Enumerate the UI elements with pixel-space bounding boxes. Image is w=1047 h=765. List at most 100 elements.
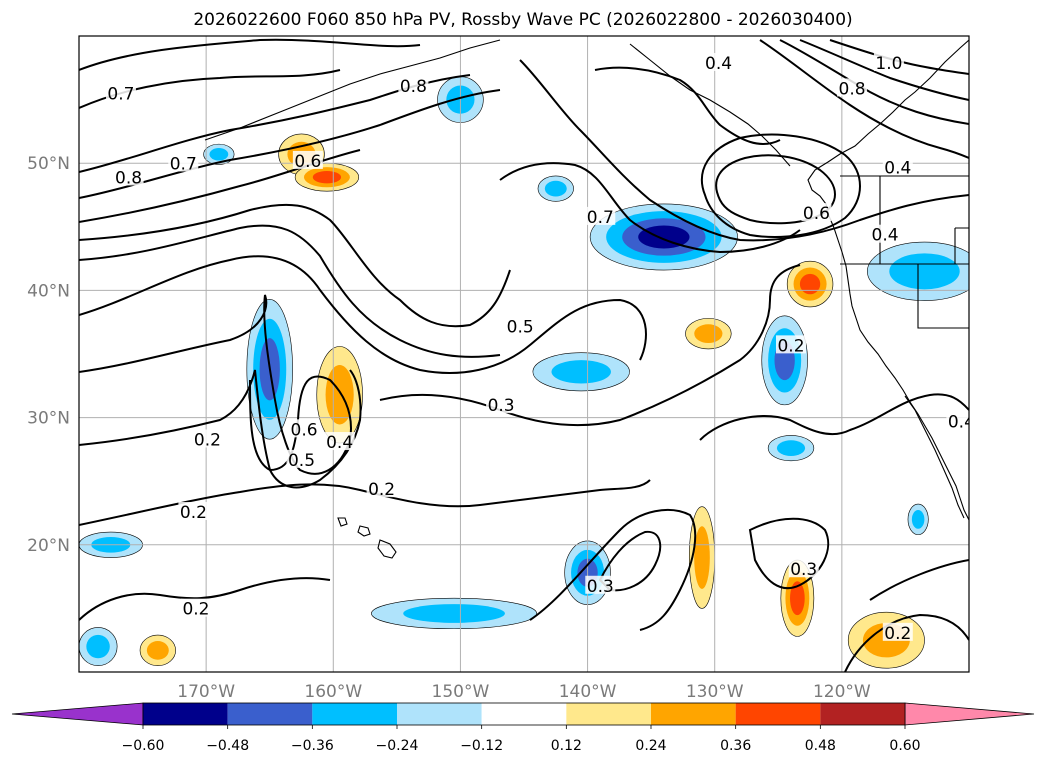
lat-tick-label: 40°N [27, 281, 70, 301]
contour-label: 0.4 [884, 158, 911, 178]
pv-anomaly-patch [776, 440, 806, 456]
contour-label-bg [776, 335, 806, 354]
contour-label: 0.5 [507, 317, 534, 337]
contour-line [844, 613, 969, 672]
colorbar-segment [312, 703, 397, 725]
contour-label-bg [292, 150, 323, 169]
pv-anomaly-patch [86, 634, 110, 659]
contour-label-bg [398, 75, 429, 94]
contour-label: 0.7 [170, 154, 197, 174]
pv-anomaly-patch [799, 273, 821, 295]
colorbar-segment [227, 703, 313, 725]
contour-label-bg [178, 502, 209, 520]
contour-label: 0.3 [587, 577, 614, 597]
colorbar-tick-label: 0.60 [889, 738, 920, 754]
contour-label: 0.6 [294, 152, 321, 172]
contour-label: 0.3 [790, 560, 817, 580]
pv-anomaly-patch [694, 526, 710, 589]
contour-line [79, 369, 362, 489]
colorbar-extend-min [11, 702, 144, 726]
contour-label-bg [703, 52, 734, 71]
contour-label: 0.2 [777, 336, 804, 356]
contour-label: 0.5 [288, 451, 315, 471]
map-frame [78, 35, 970, 673]
contour-line [759, 39, 969, 159]
contour-line [700, 133, 861, 238]
contour-label: 0.4 [948, 413, 975, 433]
lon-tick-label: 160°W [304, 682, 362, 702]
contour-label: 0.8 [839, 79, 866, 99]
lat-tick-label: 20°N [27, 536, 70, 556]
contour-label-bg [882, 157, 913, 176]
pv-anomaly-patch [544, 180, 567, 197]
contour-label-bg [946, 411, 969, 430]
contour-label: 0.2 [884, 624, 911, 644]
pv-anomaly-patch [209, 148, 229, 161]
colorbar-tick-label: −0.24 [376, 738, 419, 754]
contour-label-bg [585, 575, 616, 594]
colorbar-segment [143, 703, 228, 725]
contour-label: 0.4 [872, 226, 899, 246]
contour-label-bg [180, 598, 211, 617]
lat-tick-labels: 50°N 40°N 30°N 20°N [27, 154, 70, 556]
pv-anomaly-patch [889, 253, 960, 290]
island-oahu [337, 517, 348, 527]
contour-label-bg [873, 52, 904, 71]
contour-label: 0.3 [488, 396, 515, 416]
contour-label: 0.4 [705, 54, 732, 74]
contour-line [529, 509, 697, 631]
colorbar-segment [735, 703, 821, 725]
contour-label: 0.7 [107, 85, 134, 105]
contour-line [594, 66, 781, 145]
contour-label: 0.4 [326, 433, 353, 453]
contour-label: 0.6 [291, 420, 318, 440]
coastline-alaska-peninsula [204, 39, 501, 141]
state-borders [840, 175, 969, 329]
colorbar-segment [481, 703, 567, 725]
contour-label-bg [505, 316, 536, 335]
pv-anomaly-patch [403, 604, 505, 623]
pv-anomaly-patch [638, 225, 690, 249]
contour-label: 0.2 [182, 600, 209, 620]
contour-label-bg [870, 224, 901, 243]
pv-anomaly-patch [790, 581, 805, 616]
colorbar-extend-max [904, 702, 1035, 726]
pv-anomaly-patch [911, 509, 925, 529]
contour-label: 0.2 [180, 503, 207, 523]
pv-anomaly-patch [551, 360, 611, 384]
pv-anomaly-patch [146, 640, 169, 660]
contour-line [79, 203, 511, 328]
colorbar-tick-label: 0.12 [551, 738, 582, 754]
contour-line [799, 39, 969, 101]
island-hawaii [377, 539, 397, 559]
contour-line [699, 393, 969, 441]
contour-label-bg [324, 432, 355, 451]
lon-tick-label: 150°W [432, 682, 490, 702]
contour-line [79, 224, 501, 358]
contour-label: 0.8 [400, 77, 427, 97]
contour-label-bg [882, 622, 913, 641]
colorbar-tick-label: −0.48 [206, 738, 249, 754]
contour-line [79, 255, 647, 374]
lat-tick-label: 30°N [27, 409, 70, 429]
contour-label-bg [192, 429, 223, 448]
lon-tick-label: 130°W [686, 682, 744, 702]
colorbar-tick-label: −0.36 [291, 738, 334, 754]
colorbar-segment [820, 703, 905, 725]
contour-label-bg [286, 449, 317, 468]
chart-title: 2026022600 F060 850 hPa PV, Rossby Wave … [193, 10, 852, 30]
contour-label: 0.2 [194, 430, 221, 450]
contour-line [715, 154, 836, 225]
lon-tick-label: 140°W [559, 682, 617, 702]
colorbar-segment [566, 703, 651, 725]
colorbar: −0.60 −0.48 −0.36 −0.24 −0.12 0.12 0.24 0.36 0.4… [11, 702, 1035, 754]
contour-label-bg [366, 479, 397, 498]
pv-anomaly-patch [325, 364, 354, 425]
contour-line [748, 517, 830, 590]
contour-label-bg [289, 419, 320, 438]
island-maui [357, 525, 371, 537]
contour-line [829, 39, 969, 75]
pv-anomaly-patch [694, 324, 723, 344]
lon-tick-label: 120°W [813, 682, 871, 702]
colorbar-tick-label: −0.60 [122, 738, 165, 754]
